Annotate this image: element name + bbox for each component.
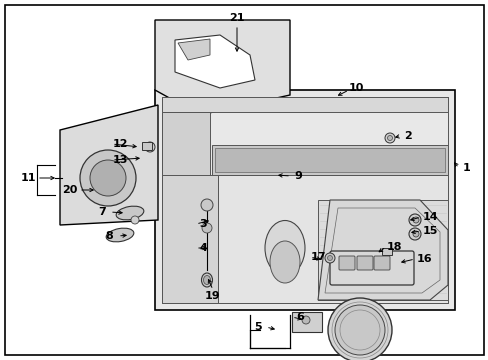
Text: 16: 16 — [415, 254, 431, 264]
Polygon shape — [162, 175, 218, 303]
Text: 15: 15 — [422, 226, 437, 236]
Ellipse shape — [203, 275, 210, 284]
Circle shape — [408, 228, 420, 240]
Text: 6: 6 — [295, 312, 304, 322]
Polygon shape — [60, 105, 158, 225]
Text: 1: 1 — [462, 163, 470, 173]
Ellipse shape — [106, 228, 134, 242]
Circle shape — [145, 142, 155, 152]
Polygon shape — [218, 175, 447, 303]
Text: 17: 17 — [309, 252, 325, 262]
Circle shape — [327, 256, 332, 261]
Circle shape — [386, 135, 392, 140]
Polygon shape — [155, 90, 454, 310]
Polygon shape — [215, 148, 444, 172]
Text: 2: 2 — [403, 131, 411, 141]
Ellipse shape — [116, 206, 143, 220]
Polygon shape — [178, 39, 209, 60]
FancyBboxPatch shape — [338, 256, 354, 270]
Ellipse shape — [201, 273, 212, 287]
Polygon shape — [212, 145, 447, 175]
Polygon shape — [175, 35, 254, 88]
Ellipse shape — [269, 241, 299, 283]
Bar — [142, 142, 152, 150]
Polygon shape — [155, 20, 289, 115]
Circle shape — [302, 316, 309, 324]
Circle shape — [334, 305, 384, 355]
Circle shape — [325, 253, 334, 263]
Circle shape — [412, 217, 418, 223]
Text: 12: 12 — [112, 139, 127, 149]
FancyBboxPatch shape — [373, 256, 389, 270]
Text: 4: 4 — [199, 243, 206, 253]
Polygon shape — [317, 200, 447, 300]
Circle shape — [80, 150, 136, 206]
Text: 5: 5 — [254, 322, 261, 332]
Text: 18: 18 — [386, 242, 401, 252]
Ellipse shape — [264, 220, 305, 275]
Text: 21: 21 — [229, 13, 244, 23]
Text: 3: 3 — [199, 219, 206, 229]
Text: 11: 11 — [20, 173, 36, 183]
Circle shape — [408, 214, 420, 226]
Text: 19: 19 — [205, 291, 221, 301]
Bar — [381, 248, 391, 255]
Text: 20: 20 — [62, 185, 78, 195]
Polygon shape — [162, 97, 447, 112]
FancyBboxPatch shape — [329, 251, 413, 285]
FancyBboxPatch shape — [291, 312, 321, 332]
Polygon shape — [162, 112, 209, 303]
Text: 13: 13 — [112, 155, 127, 165]
Text: 9: 9 — [293, 171, 301, 181]
Circle shape — [412, 231, 418, 237]
Text: 8: 8 — [105, 231, 113, 241]
Polygon shape — [317, 200, 447, 300]
Text: 10: 10 — [347, 83, 363, 93]
Circle shape — [201, 199, 213, 211]
FancyBboxPatch shape — [356, 256, 372, 270]
Circle shape — [384, 133, 394, 143]
Circle shape — [90, 160, 126, 196]
Circle shape — [131, 216, 139, 224]
Circle shape — [202, 223, 212, 233]
Text: 7: 7 — [98, 207, 106, 217]
Text: 14: 14 — [421, 212, 437, 222]
Circle shape — [327, 298, 391, 360]
